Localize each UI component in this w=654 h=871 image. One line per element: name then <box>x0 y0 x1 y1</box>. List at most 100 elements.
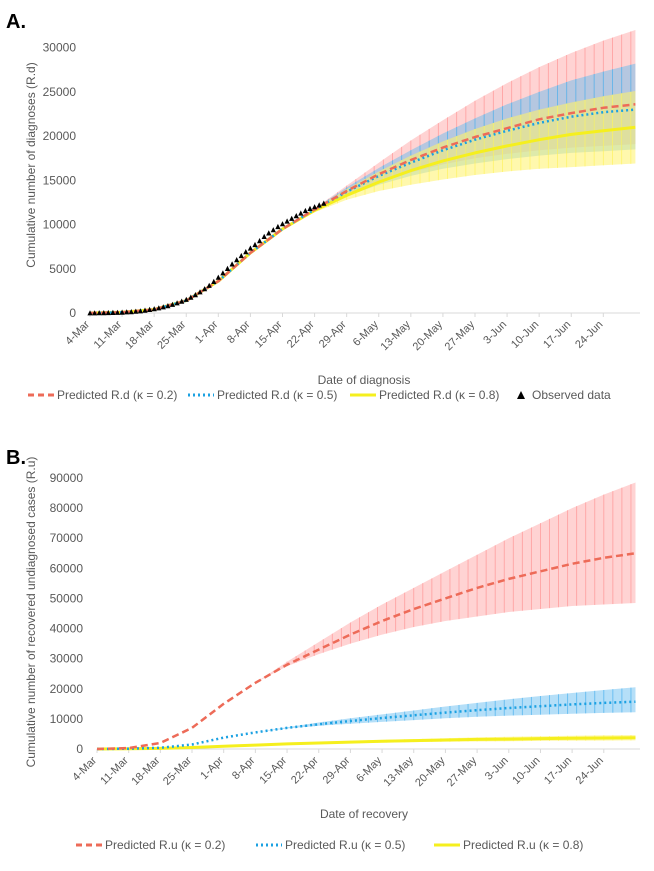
observed-point <box>156 305 162 311</box>
y-tick-label: 90000 <box>50 471 84 485</box>
observed-point <box>307 205 313 211</box>
observed-point <box>234 257 240 263</box>
observed-point <box>179 298 185 304</box>
x-tick-label: 4-Mar <box>63 318 92 347</box>
y-tick-label: 20000 <box>50 682 84 696</box>
legend-a-marker-observed <box>517 391 525 399</box>
x-tick-label: 18-Mar <box>123 318 156 351</box>
x-tick-label: 22-Apr <box>285 318 317 350</box>
observed-point <box>124 309 130 315</box>
observed-point <box>128 309 134 315</box>
x-tick-label: 13-May <box>379 318 414 353</box>
panel-b-lines <box>96 552 636 751</box>
observed-point <box>169 301 176 307</box>
observed-point <box>211 278 217 284</box>
y-tick-label: 20000 <box>43 129 77 143</box>
x-tick-label: 8-Apr <box>230 754 258 782</box>
x-tick-label: 29-Apr <box>321 754 353 786</box>
uncertainty-band-k05 <box>97 687 636 749</box>
x-tick-label: 25-Mar <box>161 754 194 787</box>
legend-a-label-k05: Predicted R.d (κ = 0.5) <box>217 388 337 402</box>
observed-point <box>183 296 189 302</box>
y-tick-label: 40000 <box>50 622 84 636</box>
panel-b-y-axis-label: Cumulative number of recovered undiagnos… <box>24 457 38 768</box>
observed-point <box>215 274 221 280</box>
legend-a-label-k08: Predicted R.d (κ = 0.8) <box>379 388 499 402</box>
panel-b-x-axis-label: Date of recovery <box>320 807 408 821</box>
observed-point <box>316 202 322 208</box>
observed-point <box>174 300 180 306</box>
observed-point <box>92 310 98 316</box>
y-tick-label: 30000 <box>50 652 84 666</box>
panel-a-y-axis-label: Cumulative number of diagnoses (R.d) <box>24 62 38 267</box>
observed-point <box>192 292 198 298</box>
observed-point <box>229 261 235 267</box>
x-tick-label: 27-May <box>443 318 478 353</box>
x-tick-label: 24-Jun <box>573 319 605 351</box>
legend-b-label-k08: Predicted R.u (κ = 0.8) <box>463 838 583 852</box>
y-tick-label: 30000 <box>43 41 77 55</box>
x-tick-label: 15-Apr <box>253 318 285 350</box>
x-tick-label: 11-Mar <box>98 754 131 787</box>
observed-point <box>247 245 253 251</box>
y-tick-label: 0 <box>76 742 83 756</box>
uncertainty-band-k02 <box>90 30 636 313</box>
x-tick-label: 15-Apr <box>257 754 289 786</box>
x-tick-label: 13-May <box>381 754 416 789</box>
observed-point <box>243 249 249 255</box>
observed-point <box>87 310 93 316</box>
observed-point <box>279 221 286 227</box>
observed-point <box>160 304 166 310</box>
y-tick-label: 5000 <box>49 262 76 276</box>
observed-point <box>165 303 171 309</box>
y-tick-label: 10000 <box>50 712 84 726</box>
observed-point <box>261 233 267 239</box>
uncertainty-band-k08 <box>90 91 636 313</box>
observed-point <box>142 307 148 313</box>
y-tick-label: 15000 <box>43 173 77 187</box>
x-tick-label: 10-Jun <box>510 755 542 787</box>
x-tick-label: 17-Jun <box>542 755 574 787</box>
x-tick-label: 27-May <box>445 754 480 789</box>
series-line-k05 <box>96 700 636 751</box>
observed-point <box>151 306 157 312</box>
panel-a-observed-markers <box>87 200 327 316</box>
observed-point <box>110 309 116 315</box>
y-tick-label: 50000 <box>50 591 84 605</box>
panel-b: B. 0 10000 20000 30000 40000 50000 60000 70000 8… <box>6 447 640 852</box>
observed-point <box>206 282 212 288</box>
observed-point <box>257 238 263 244</box>
observed-point <box>101 310 107 316</box>
observed-point <box>298 210 304 216</box>
observed-point <box>275 223 281 230</box>
panel-a-label: A. <box>6 11 26 33</box>
x-tick-label: 3-Jun <box>481 319 509 347</box>
observed-point <box>224 265 231 271</box>
x-tick-label: 10-Jun <box>509 319 541 351</box>
observed-point <box>197 289 203 295</box>
y-tick-label: 60000 <box>50 561 84 575</box>
y-tick-label: 0 <box>69 306 76 320</box>
x-tick-label: 29-Apr <box>317 318 349 350</box>
observed-point <box>105 309 111 316</box>
x-tick-label: 17-Jun <box>541 319 573 351</box>
observed-point <box>289 215 295 221</box>
observed-point <box>114 309 121 315</box>
x-tick-label: 11-Mar <box>92 318 125 351</box>
observed-point <box>302 207 308 214</box>
observed-point <box>188 294 194 300</box>
observed-point <box>266 230 272 236</box>
observed-point <box>238 252 244 259</box>
series-line-k02 <box>96 552 636 751</box>
observed-point <box>202 286 208 292</box>
x-tick-label: 8-Apr <box>225 318 253 346</box>
x-tick-label: 22-Apr <box>289 754 321 786</box>
legend-a-label-k02: Predicted R.d (κ = 0.2) <box>57 388 177 402</box>
legend-b-label-k02: Predicted R.u (κ = 0.2) <box>105 838 225 852</box>
observed-point <box>270 227 276 233</box>
observed-point <box>252 241 258 248</box>
panel-a-bands <box>90 30 636 313</box>
x-tick-label: 20-May <box>411 318 446 353</box>
